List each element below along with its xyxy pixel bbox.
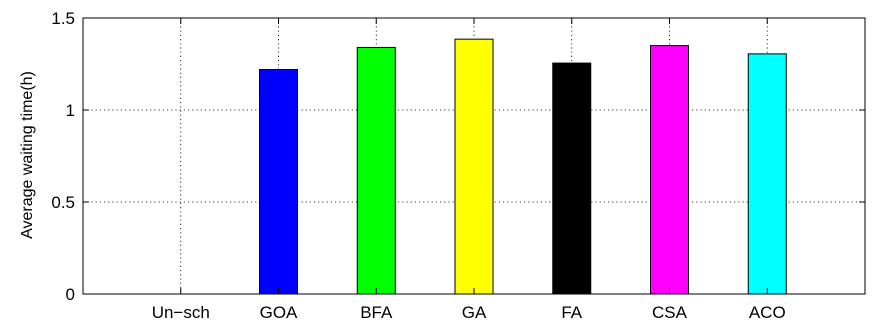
bar-csa [650,45,689,295]
x-tick-label: ACO [749,303,786,322]
y-tick-label: 1.5 [51,9,75,28]
bar-aco [747,53,787,295]
y-axis-label: Average waiting time(h) [19,71,36,239]
x-tick-label: Un−sch [152,303,210,322]
x-tick-label: CSA [652,303,688,322]
y-tick-label: 0.5 [51,193,75,212]
bar-ga [454,38,494,295]
bar-goa [259,69,298,295]
x-tick-label: GA [462,303,487,322]
y-tick-label: 1 [66,101,75,120]
y-tick-label: 0 [66,285,75,304]
axis-layer [82,17,866,295]
bar-bfa [356,46,396,295]
x-tick-label: GOA [260,303,298,322]
bar-fa [552,62,592,295]
x-tick-label: FA [561,303,582,322]
x-tick-label: BFA [360,303,393,322]
label-layer: Average waiting time(h) 0 0.5 1 1.5 Un−sch GO… [19,9,786,322]
bar-layer [259,38,787,295]
